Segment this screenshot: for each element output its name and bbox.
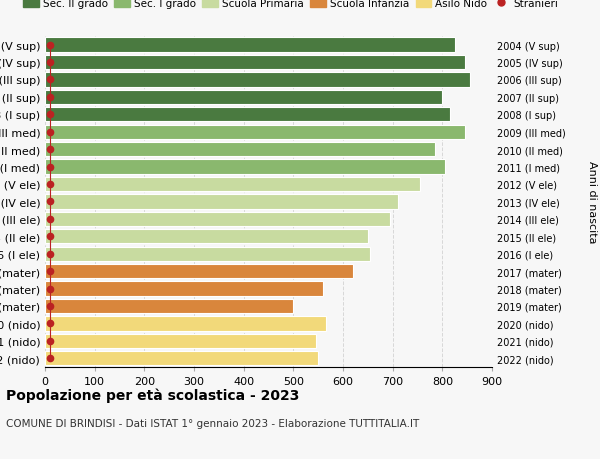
Bar [45, 317, 326, 331]
Text: COMUNE DI BRINDISI - Dati ISTAT 1° gennaio 2023 - Elaborazione TUTTITALIA.IT: COMUNE DI BRINDISI - Dati ISTAT 1° genna… [6, 418, 419, 428]
Bar [45, 334, 316, 348]
Bar [45, 247, 370, 261]
Bar [45, 38, 455, 52]
Legend: Sec. II grado, Sec. I grado, Scuola Primaria, Scuola Infanzia, Asilo Nido, Stran: Sec. II grado, Sec. I grado, Scuola Prim… [23, 0, 558, 9]
Bar [45, 56, 464, 70]
Bar [45, 125, 464, 140]
Bar [45, 143, 435, 157]
Bar [45, 178, 420, 192]
Text: Popolazione per età scolastica - 2023: Popolazione per età scolastica - 2023 [6, 388, 299, 403]
Text: Anni di nascita: Anni di nascita [587, 161, 597, 243]
Bar [45, 299, 293, 313]
Bar [45, 73, 470, 87]
Bar [45, 108, 450, 122]
Bar [45, 160, 445, 174]
Bar [45, 195, 398, 209]
Bar [45, 90, 442, 105]
Bar [45, 264, 353, 279]
Bar [45, 212, 390, 226]
Bar [45, 352, 318, 366]
Bar [45, 230, 368, 244]
Bar [45, 282, 323, 296]
